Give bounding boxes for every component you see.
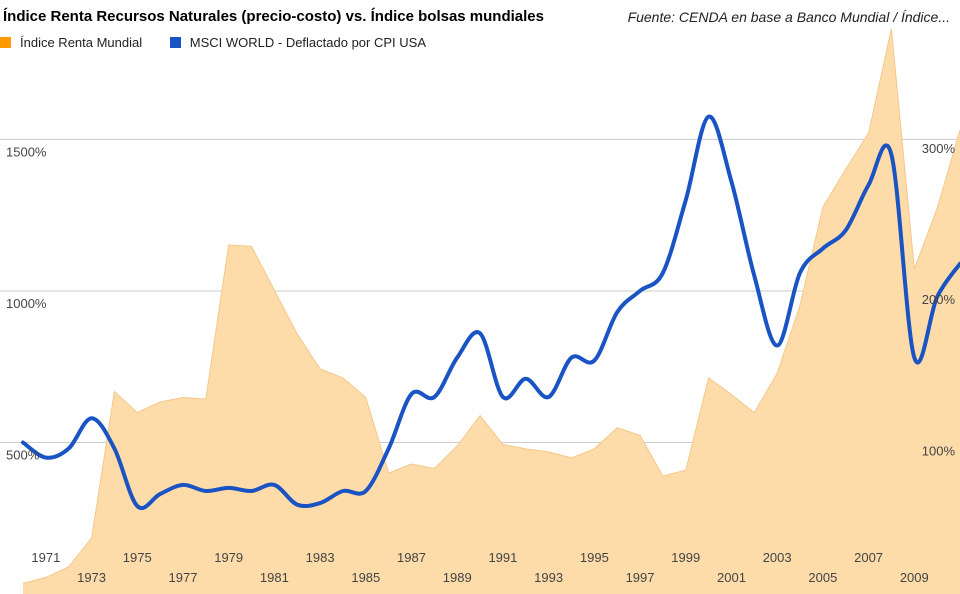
x-tick-label-1993: 1993 xyxy=(534,570,563,585)
area-renta-fill xyxy=(23,28,960,594)
x-tick-label-1979: 1979 xyxy=(214,550,243,565)
x-tick-label-2005: 2005 xyxy=(808,570,837,585)
x-tick-label-1999: 1999 xyxy=(671,550,700,565)
x-tick-label-1973: 1973 xyxy=(77,570,106,585)
legend-label-msci: MSCI WORLD - Deflactado por CPI USA xyxy=(189,35,426,50)
chart-source: Fuente: CENDA en base a Banco Mundial / … xyxy=(627,9,950,25)
area-renta-line xyxy=(22,28,960,584)
legend-item-renta[interactable]: Índice Renta Mundial xyxy=(0,35,142,50)
x-tick-label-1997: 1997 xyxy=(626,570,655,585)
x-tick-label-1975: 1975 xyxy=(123,550,152,565)
left-tick-label-1000: 1000% xyxy=(6,296,47,311)
x-tick-label-2007: 2007 xyxy=(854,550,883,565)
x-tick-label-1987: 1987 xyxy=(397,550,426,565)
legend: Índice Renta Mundial MSCI WORLD - Deflac… xyxy=(0,35,450,51)
chart-title: Índice Renta Recursos Naturales (precio-… xyxy=(3,8,544,25)
legend-item-msci[interactable]: MSCI WORLD - Deflactado por CPI USA xyxy=(169,35,426,50)
x-tick-label-1989: 1989 xyxy=(443,570,472,585)
line-msci xyxy=(21,114,960,510)
legend-label-renta: Índice Renta Mundial xyxy=(20,35,143,50)
right-tick-label-100: 100% xyxy=(922,443,956,458)
x-tick-label-1971: 1971 xyxy=(31,550,60,565)
legend-swatch-msci xyxy=(169,37,181,48)
x-tick-label-1985: 1985 xyxy=(351,570,380,585)
right-tick-label-300: 300% xyxy=(922,141,956,156)
x-tick-label-1977: 1977 xyxy=(169,570,198,585)
left-tick-label-500: 500% xyxy=(6,447,40,462)
x-tick-label-2003: 2003 xyxy=(763,550,792,565)
x-tick-label-2001: 2001 xyxy=(717,570,746,585)
x-tick-label-1983: 1983 xyxy=(306,550,335,565)
x-tick-label-1991: 1991 xyxy=(488,550,517,565)
left-tick-label-1500: 1500% xyxy=(6,144,47,159)
x-tick-label-2009: 2009 xyxy=(900,570,929,585)
right-tick-label-200: 200% xyxy=(922,292,956,307)
legend-swatch-renta xyxy=(0,37,11,48)
x-tick-label-1995: 1995 xyxy=(580,550,609,565)
x-tick-label-1981: 1981 xyxy=(260,570,289,585)
